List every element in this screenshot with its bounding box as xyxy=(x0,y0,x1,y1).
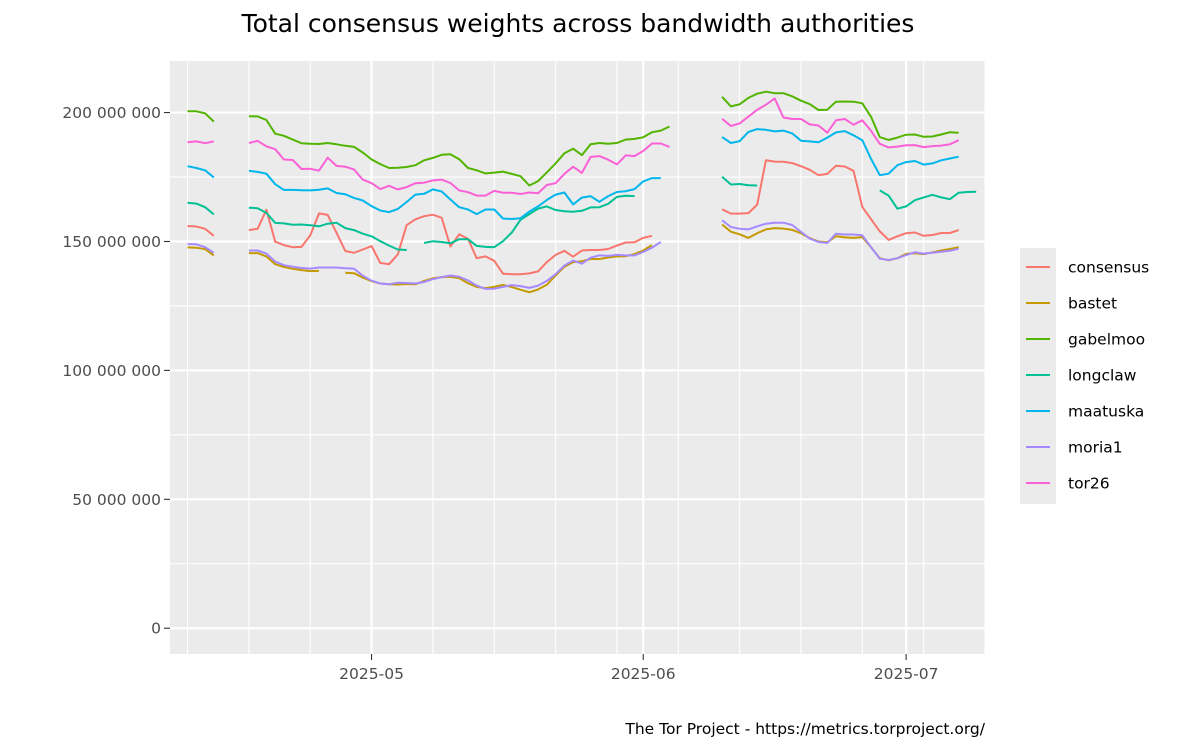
legend-label: consensus xyxy=(1068,259,1149,277)
y-tick-label: 150 000 000 xyxy=(62,233,161,251)
legend-item-moria1: moria1 xyxy=(1026,439,1123,457)
series-line-longclaw xyxy=(187,201,215,216)
series-line-gabelmoo xyxy=(248,115,670,187)
series-line-moria1 xyxy=(248,241,662,290)
legend-item-gabelmoo: gabelmoo xyxy=(1026,331,1145,349)
legend-item-bastet: bastet xyxy=(1026,295,1117,313)
series-line-longclaw xyxy=(879,189,977,210)
series-line-longclaw xyxy=(248,206,407,251)
panel xyxy=(170,61,986,654)
series-line-bastet xyxy=(187,246,215,257)
y-tick-label: 200 000 000 xyxy=(62,104,161,122)
x-tick-label: 2025-05 xyxy=(339,665,404,683)
legend-label: gabelmoo xyxy=(1068,331,1145,349)
x-tick-label: 2025-07 xyxy=(874,665,939,683)
legend-item-maatuska: maatuska xyxy=(1026,403,1144,421)
series-line-maatuska xyxy=(248,169,661,220)
x-tick-label: 2025-06 xyxy=(611,665,676,683)
chart-title: Total consensus weights across bandwidth… xyxy=(241,9,915,38)
series-line-longclaw xyxy=(423,194,635,249)
series-line-tor26 xyxy=(248,139,670,197)
series-line-moria1 xyxy=(187,243,215,254)
legend-label: bastet xyxy=(1068,295,1117,313)
legend-label: longclaw xyxy=(1068,367,1137,385)
series-line-consensus xyxy=(248,208,653,276)
legend-item-longclaw: longclaw xyxy=(1026,367,1137,385)
series-line-moria1 xyxy=(721,219,959,261)
y-tick-label: 50 000 000 xyxy=(72,491,161,509)
series-line-consensus xyxy=(721,159,960,241)
series-lines xyxy=(187,90,977,294)
series-line-gabelmoo xyxy=(187,110,215,123)
legend-label: moria1 xyxy=(1068,439,1123,457)
series-line-tor26 xyxy=(187,140,215,145)
legend: consensus bastet gabelmoo longclaw maatuska m… xyxy=(1020,248,1149,504)
y-tick-label: 100 000 000 xyxy=(62,362,161,380)
series-line-bastet xyxy=(248,252,320,273)
series-line-bastet xyxy=(345,244,653,294)
minor-gridlines xyxy=(170,61,986,654)
legend-label: tor26 xyxy=(1068,475,1110,493)
legend-item-consensus: consensus xyxy=(1026,259,1149,277)
series-line-longclaw xyxy=(721,176,758,187)
series-line-gabelmoo xyxy=(721,90,959,141)
chart-caption: The Tor Project - https://metrics.torpro… xyxy=(624,720,985,738)
series-line-tor26 xyxy=(721,97,960,149)
series-line-consensus xyxy=(187,225,215,237)
y-tick-label: 0 xyxy=(151,620,161,638)
panel-background xyxy=(170,61,985,654)
x-axis: 2025-05 2025-06 2025-07 xyxy=(339,654,939,683)
legend-item-tor26: tor26 xyxy=(1026,475,1110,493)
series-line-maatuska xyxy=(187,165,215,179)
y-axis: 0 50 000 000 100 000 000 150 000 000 200 000… xyxy=(62,104,170,638)
legend-label: maatuska xyxy=(1068,403,1144,421)
series-line-maatuska xyxy=(721,128,959,177)
